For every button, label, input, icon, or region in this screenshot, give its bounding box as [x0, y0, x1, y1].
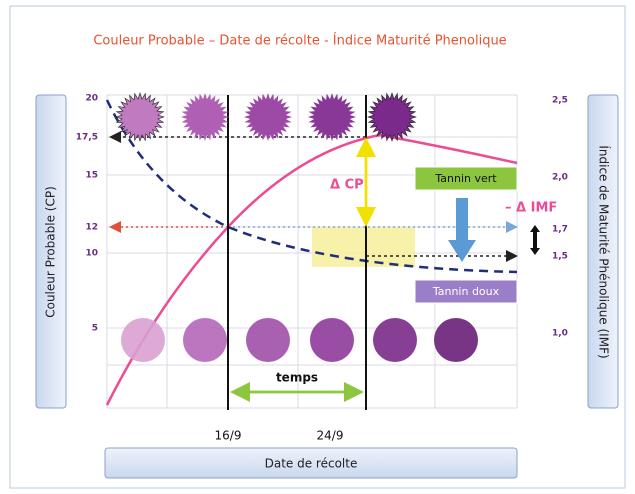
tannin-vert: Tannin vert — [434, 172, 497, 185]
color-circle — [434, 318, 478, 362]
x-tick-label: 16/9 — [215, 429, 242, 443]
color-circle — [183, 318, 227, 362]
left-tick-label: 12 — [85, 223, 98, 233]
x-tick-label: 24/9 — [317, 429, 344, 443]
x-axis-label: Date de récolte — [265, 457, 358, 471]
right-tick-label: 2,0 — [552, 173, 568, 183]
tannin-doux: Tannin doux — [432, 285, 500, 298]
color-circle — [246, 318, 290, 362]
right-tick-label: 2,5 — [552, 96, 568, 106]
left-tick-label: 5 — [92, 324, 98, 334]
left-tick-label: 17,5 — [76, 133, 98, 143]
temps: temps — [276, 371, 318, 385]
left-tick-label: 15 — [85, 171, 98, 181]
title: Couleur Probable – Date de récolte - Índ… — [93, 33, 506, 49]
color-circle — [121, 318, 165, 362]
diagram: Couleur Probable – Date de récolte - Índ… — [0, 0, 635, 494]
right-tick-label: 1,7 — [552, 225, 568, 235]
right-axis-label: Índice de Maturité Phénolique (IMF) — [597, 145, 612, 358]
right-tick-label: 1,0 — [552, 329, 568, 339]
delta-imf: – Δ IMF — [505, 201, 557, 216]
color-circle — [373, 318, 417, 362]
left-tick-label: 20 — [85, 94, 98, 104]
left-axis-label: Couleur Probable (CP) — [44, 186, 58, 318]
right-tick-label: 1,5 — [552, 252, 568, 262]
delta-cp: Δ CP — [330, 178, 364, 193]
left-tick-label: 10 — [85, 249, 98, 259]
color-circle — [310, 318, 354, 362]
